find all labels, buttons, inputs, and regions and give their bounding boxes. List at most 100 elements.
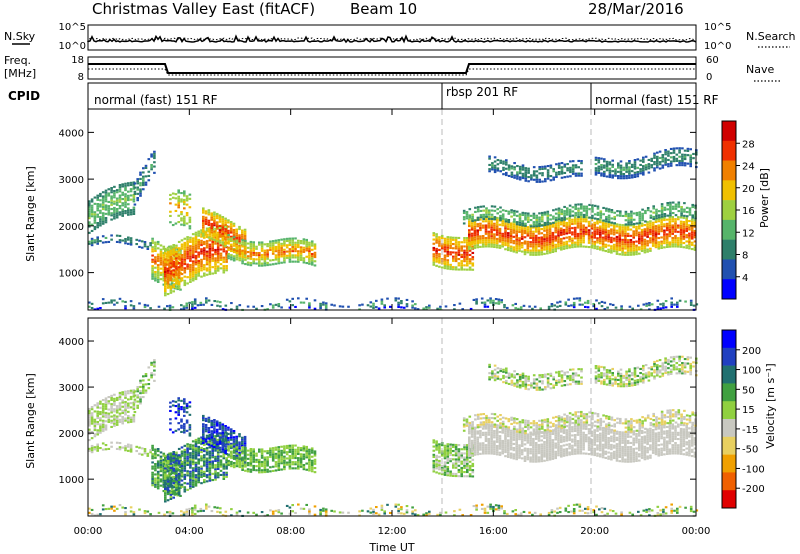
power-cell	[144, 164, 148, 167]
power-cell	[194, 259, 198, 262]
power-cell	[640, 247, 644, 250]
power-cell	[501, 224, 504, 227]
power-cell	[667, 154, 670, 157]
power-cell	[635, 230, 638, 233]
velocity-cell	[132, 403, 136, 406]
power-cell	[224, 242, 227, 245]
power-cell	[471, 264, 475, 267]
power-cell	[479, 218, 482, 221]
power-cell	[527, 214, 530, 217]
power-cell	[183, 194, 186, 197]
velocity-cell	[218, 438, 222, 441]
power-cell	[110, 212, 113, 215]
power-cell	[255, 252, 258, 255]
power-cell	[636, 173, 640, 176]
power-cell	[88, 231, 91, 234]
power-cell	[674, 218, 677, 221]
power-cell	[288, 252, 292, 255]
velocity-cell	[202, 427, 205, 430]
power-cell	[532, 251, 535, 254]
power-cell	[681, 153, 684, 156]
velocity-cell	[101, 425, 105, 428]
power-cell	[118, 211, 122, 214]
power-cell	[624, 247, 627, 250]
power-cell	[150, 164, 153, 167]
power-cell	[308, 250, 311, 253]
power-cell	[189, 264, 192, 267]
power-cell	[466, 253, 469, 256]
velocity-cell	[232, 455, 236, 458]
power-cell	[493, 205, 497, 208]
power-cell	[535, 223, 538, 226]
power-cell	[548, 228, 552, 231]
velocity-cell	[104, 424, 108, 427]
power-cell	[617, 162, 620, 165]
velocity-cell	[186, 449, 189, 452]
power-cell	[484, 241, 488, 244]
velocity-cell	[224, 435, 227, 438]
power-cell	[164, 275, 167, 278]
power-cell	[204, 210, 208, 213]
velocity-cell	[144, 383, 148, 386]
velocity-cell	[189, 483, 192, 486]
power-cell	[215, 240, 219, 243]
velocity-cell	[186, 447, 189, 450]
power-cell	[136, 188, 139, 191]
velocity-cell	[177, 411, 180, 414]
velocity-cell	[215, 420, 219, 423]
power-cell	[88, 221, 91, 224]
power-cell	[132, 194, 136, 197]
power-cell	[90, 204, 94, 207]
power-cell	[629, 234, 633, 237]
power-cell	[504, 225, 507, 228]
freq-trace	[88, 63, 696, 74]
power-cell	[568, 238, 571, 241]
velocity-cell	[214, 468, 217, 471]
power-cell	[552, 170, 555, 173]
power-cell	[210, 237, 213, 240]
power-cell	[660, 230, 663, 233]
power-cell	[438, 244, 441, 247]
power-cell	[93, 211, 97, 214]
power-cell	[99, 192, 102, 195]
power-cell	[169, 251, 173, 254]
power-cell	[280, 238, 283, 241]
power-cell	[591, 206, 594, 209]
power-cell	[649, 210, 653, 213]
power-cell	[484, 237, 488, 240]
power-cell	[493, 222, 496, 225]
velocity-cell	[93, 435, 97, 438]
velocity-cell	[172, 475, 175, 478]
power-cell	[524, 218, 527, 221]
velocity-cell	[211, 447, 214, 450]
velocity-cell	[241, 468, 244, 471]
power-cell	[512, 225, 516, 228]
power-cell	[191, 279, 195, 282]
power-cell	[600, 300, 604, 303]
power-cell	[594, 171, 598, 174]
power-cell	[604, 224, 608, 227]
velocity-cell	[118, 414, 122, 417]
power-cell	[208, 262, 212, 265]
power-cell	[507, 219, 511, 222]
power-cell	[252, 262, 255, 265]
velocity-cell	[208, 465, 212, 468]
power-cell	[660, 215, 664, 218]
power-cell	[507, 212, 511, 215]
power-cell	[668, 241, 672, 244]
power-cell	[297, 246, 300, 249]
power-cell	[642, 169, 645, 172]
velocity-cell	[210, 421, 213, 424]
power-cell	[671, 230, 674, 233]
power-cell	[610, 247, 613, 250]
power-cell	[571, 220, 574, 223]
power-cell	[224, 219, 227, 222]
power-cell	[175, 246, 178, 249]
power-cell	[669, 203, 672, 206]
velocity-cell	[210, 426, 213, 429]
power-cell	[96, 215, 99, 218]
velocity-cell	[197, 479, 200, 482]
power-cell	[560, 172, 564, 175]
power-cell	[572, 306, 576, 309]
